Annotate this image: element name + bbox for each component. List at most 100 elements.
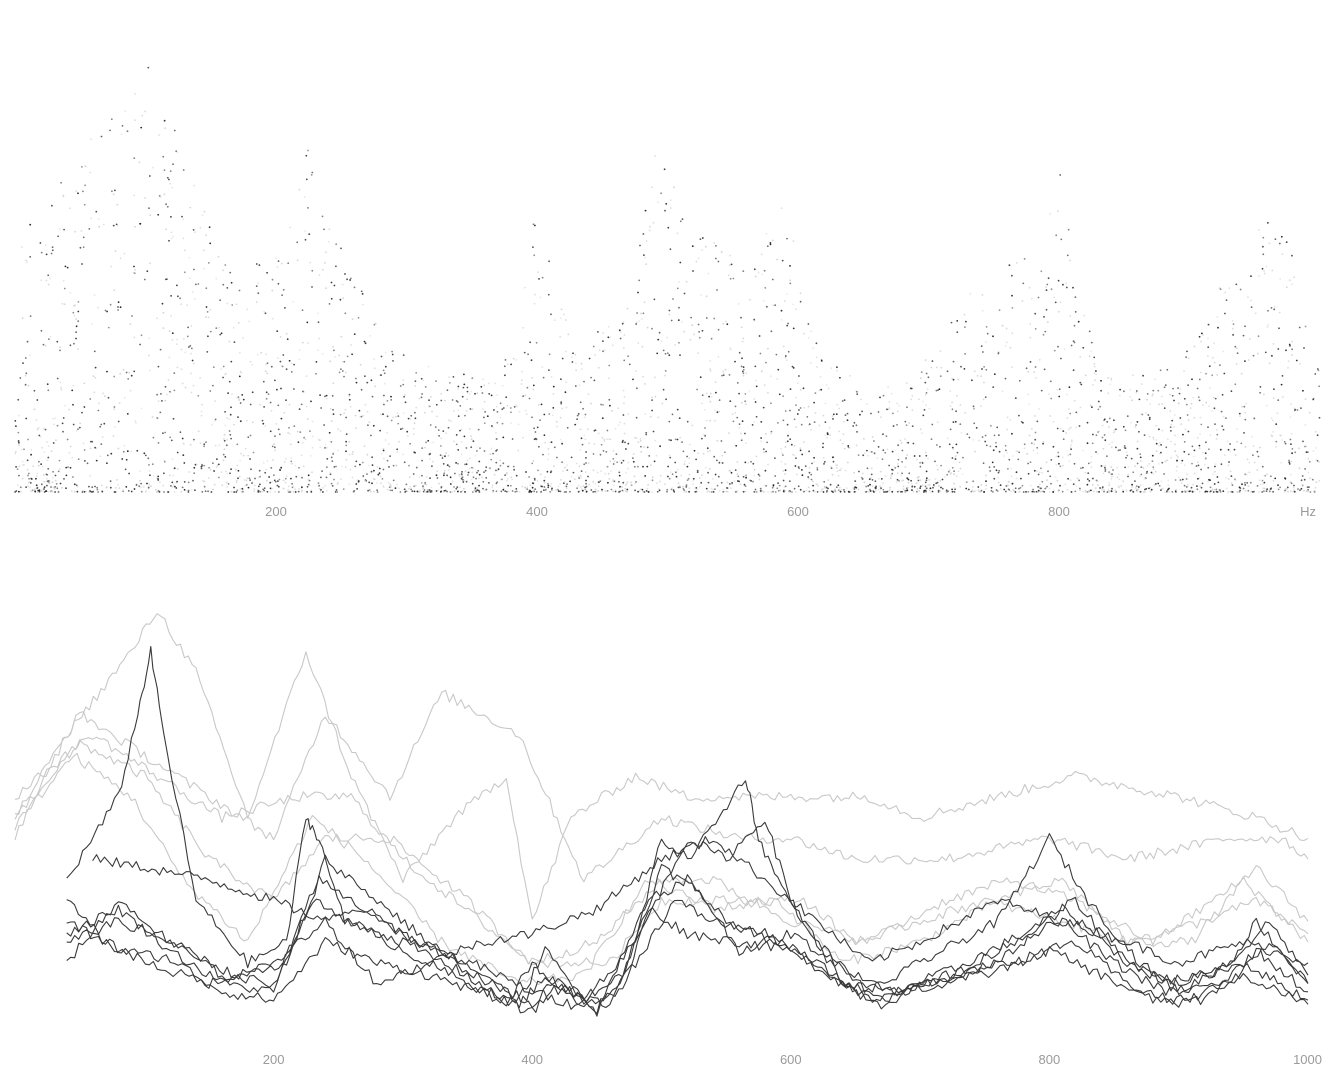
scatter-point-3320	[1034, 415, 1036, 417]
scatter-point-1873	[80, 230, 83, 232]
scatter-point-4113	[939, 350, 942, 353]
scatter-point-740	[370, 379, 373, 382]
scatter-point-1272	[692, 483, 694, 485]
scatter-point-2948	[257, 485, 260, 488]
scatter-point-371	[367, 424, 369, 427]
scatter-point-2722	[885, 435, 888, 438]
scatter-point-114	[1185, 486, 1188, 488]
scatter-point-1222	[90, 491, 93, 493]
scatter-point-2637	[831, 415, 834, 418]
scatter-point-2219	[1084, 489, 1087, 492]
scatter-point-3377	[1193, 416, 1196, 419]
scatter-point-1017	[1084, 374, 1087, 377]
line-series-1	[14, 689, 1309, 883]
scatter-point-1059	[863, 438, 865, 440]
scatter-point-2953	[956, 451, 959, 454]
scatter-point-2568	[1284, 477, 1286, 479]
scatter-point-2620	[264, 370, 267, 373]
scatter-point-3256	[465, 447, 468, 449]
scatter-point-1521	[278, 433, 281, 436]
scatter-point-945	[79, 246, 82, 249]
scatter-point-1062	[1258, 229, 1260, 232]
scatter-point-1105	[982, 398, 985, 401]
scatter-point-2377	[431, 465, 433, 467]
scatter-point-1697	[760, 440, 762, 443]
scatter-point-1338	[592, 481, 595, 483]
scatter-point-1913	[463, 383, 466, 386]
scatter-point-2113	[1046, 321, 1049, 324]
scatter-point-3606	[97, 306, 99, 309]
scatter-point-1122	[585, 451, 587, 453]
scatter-point-679	[714, 488, 716, 490]
scatter-point-1531	[503, 365, 506, 368]
scatter-point-819	[172, 163, 174, 166]
scatter-point-2971	[835, 486, 838, 489]
scatter-point-2149	[828, 426, 831, 429]
scatter-point-1352	[1011, 366, 1013, 369]
scatter-point-3903	[1119, 449, 1121, 451]
scatter-point-3094	[532, 482, 535, 485]
scatter-point-2424	[318, 337, 320, 340]
scatter-point-3833	[868, 478, 871, 481]
scatter-point-967	[104, 309, 107, 312]
scatter-point-1849	[879, 470, 882, 473]
scatter-point-1906	[233, 486, 235, 489]
scatter-point-3013	[855, 424, 858, 427]
scatter-point-4139	[1236, 491, 1238, 493]
scatter-point-1832	[176, 366, 179, 369]
scatter-point-801	[563, 481, 566, 484]
scatter-point-2150	[370, 470, 373, 473]
scatter-point-3173	[1232, 334, 1234, 336]
scatter-point-4045	[1009, 419, 1012, 421]
scatter-point-2548	[1069, 259, 1071, 262]
scatter-point-216	[63, 303, 66, 306]
scatter-point-4076	[1217, 481, 1220, 484]
scatter-point-2138	[594, 429, 597, 432]
scatter-point-1223	[444, 399, 446, 402]
scatter-point-2908	[691, 324, 694, 327]
line-x-axis: 200 400 600 800 1000	[263, 1052, 1322, 1067]
scatter-point-1560	[889, 486, 891, 489]
scatter-point-502	[343, 412, 346, 415]
scatter-point-3484	[1197, 477, 1199, 480]
scatter-point-250	[502, 407, 505, 409]
scatter-point-4162	[793, 444, 796, 447]
scatter-point-2816	[623, 359, 626, 362]
scatter-point-3602	[640, 312, 642, 315]
scatter-point-1286	[247, 486, 250, 489]
scatter-point-2206	[541, 485, 543, 488]
scatter-point-4124	[1258, 479, 1261, 482]
scatter-point-1798	[1200, 486, 1203, 489]
scatter-point-3626	[183, 462, 186, 464]
scatter-point-3200	[1196, 387, 1199, 390]
scatter-point-3862	[86, 462, 89, 465]
scatter-x-unit-label: Hz	[1300, 504, 1316, 519]
scatter-point-3482	[213, 470, 216, 472]
scatter-point-335	[892, 469, 894, 471]
scatter-point-1812	[282, 354, 285, 356]
scatter-point-1091	[351, 318, 354, 321]
scatter-point-1055	[924, 481, 927, 484]
scatter-point-3019	[1158, 485, 1161, 487]
scatter-point-3402	[208, 226, 211, 229]
scatter-point-3353	[1216, 316, 1219, 318]
scatter-point-2546	[415, 406, 418, 409]
scatter-point-1578	[1093, 490, 1095, 493]
scatter-point-1	[900, 442, 903, 444]
scatter-point-1931	[1288, 463, 1291, 465]
scatter-point-3823	[490, 447, 493, 450]
scatter-point-3306	[600, 470, 602, 473]
scatter-point-1791	[953, 473, 955, 476]
scatter-point-690	[349, 279, 351, 281]
scatter-point-1810	[1082, 490, 1085, 493]
scatter-point-2870	[82, 246, 85, 249]
scatter-point-2478	[534, 431, 537, 433]
scatter-point-3929	[1300, 407, 1302, 409]
scatter-point-365	[755, 455, 758, 458]
scatter-point-805	[1046, 283, 1049, 286]
scatter-point-3752	[382, 413, 384, 416]
scatter-point-3524	[139, 343, 142, 346]
scatter-point-1154	[931, 423, 934, 426]
scatter-point-3001	[1152, 393, 1154, 396]
scatter-point-977	[973, 370, 976, 373]
